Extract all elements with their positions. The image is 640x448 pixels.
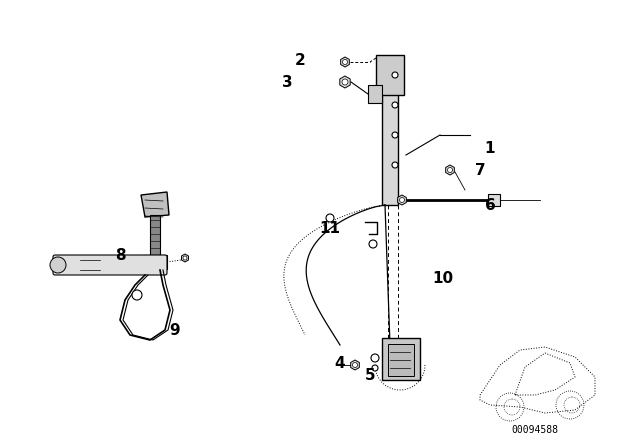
Circle shape (392, 72, 398, 78)
Bar (150, 215, 160, 255)
Bar (382, 338, 420, 380)
Circle shape (183, 256, 187, 260)
Text: 00094588: 00094588 (511, 425, 559, 435)
Circle shape (50, 257, 66, 273)
Text: 3: 3 (282, 74, 292, 90)
Circle shape (392, 162, 398, 168)
Circle shape (326, 214, 334, 222)
Bar (388, 344, 414, 376)
Bar (376, 55, 404, 95)
Polygon shape (397, 195, 406, 205)
Text: 4: 4 (335, 356, 346, 370)
Polygon shape (351, 360, 359, 370)
Polygon shape (182, 254, 188, 262)
Polygon shape (340, 76, 350, 88)
Bar (382, 65, 398, 205)
Bar (143, 255, 167, 269)
Text: 1: 1 (484, 141, 495, 155)
Circle shape (369, 240, 377, 248)
Text: 2: 2 (294, 52, 305, 68)
Circle shape (132, 290, 142, 300)
Circle shape (372, 365, 378, 371)
Circle shape (447, 168, 452, 172)
Text: 11: 11 (319, 220, 340, 236)
Circle shape (342, 79, 348, 85)
Circle shape (399, 198, 404, 202)
Polygon shape (141, 192, 169, 217)
Circle shape (150, 257, 160, 267)
Circle shape (353, 362, 358, 367)
Text: 5: 5 (365, 367, 375, 383)
Text: 6: 6 (484, 198, 495, 212)
Circle shape (371, 354, 379, 362)
FancyBboxPatch shape (53, 255, 167, 275)
Circle shape (342, 60, 348, 65)
Circle shape (392, 132, 398, 138)
Text: 9: 9 (170, 323, 180, 337)
Bar (488, 194, 500, 206)
Polygon shape (445, 165, 454, 175)
Bar (368, 85, 382, 103)
Text: 10: 10 (433, 271, 454, 285)
Circle shape (392, 102, 398, 108)
Polygon shape (340, 57, 349, 67)
Text: 7: 7 (475, 163, 485, 177)
Text: 8: 8 (115, 247, 125, 263)
